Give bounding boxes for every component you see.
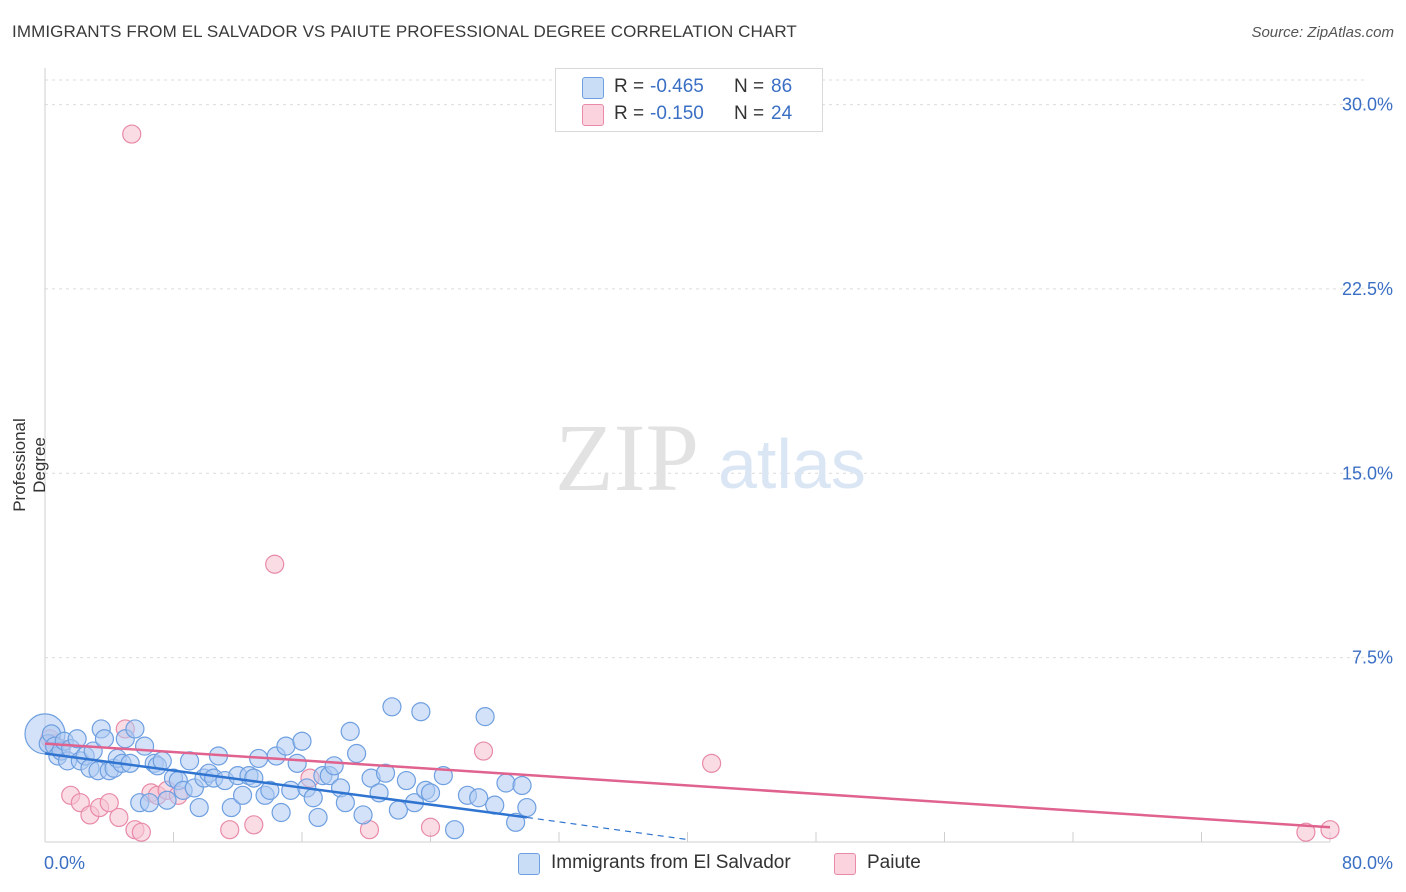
el-salvador-point <box>433 766 453 786</box>
paiute-point <box>473 741 494 761</box>
el-salvador-point <box>271 802 291 823</box>
legend-r-label: R = <box>614 103 645 124</box>
y-axis-label: Professional Degree <box>10 418 49 512</box>
legend-row-paiute: R = -0.150 N = 24 <box>556 102 822 128</box>
el-salvador-point <box>517 797 537 818</box>
el-salvador-point <box>420 783 441 803</box>
y-tick-label: 7.5% <box>1352 648 1393 668</box>
y-tick-label: 22.5% <box>1342 279 1393 299</box>
trend-lines <box>44 742 1331 841</box>
legend-r-label: R = <box>614 76 645 97</box>
paiute-point <box>131 822 151 842</box>
el-salvador-point <box>287 753 307 773</box>
el-salvador-point <box>67 729 87 749</box>
bottom-legend-swatch-pink <box>834 853 856 875</box>
paiute-point <box>1296 822 1316 842</box>
el-salvador-point <box>303 788 323 808</box>
el-salvador-points <box>24 697 537 840</box>
chart-title: IMMIGRANTS FROM EL SALVADOR VS PAIUTE PR… <box>12 22 797 41</box>
watermark-zip: ZIP <box>555 404 699 511</box>
el-salvador-point <box>292 731 312 751</box>
el-salvador-point <box>260 780 280 800</box>
el-salvador-point <box>396 770 417 791</box>
el-salvador-point <box>232 785 253 805</box>
x-tick-label: 0.0% <box>44 853 85 873</box>
paiute-point <box>1320 820 1340 840</box>
el-salvador-point <box>512 775 532 796</box>
el-salvador-point <box>375 763 396 783</box>
bottom-legend-label: Immigrants from El Salvador <box>551 852 791 873</box>
tick-labels: 7.5% 15.0% 22.5% 30.0% 0.0% 80.0% <box>44 95 1393 873</box>
el-salvador-point <box>308 807 328 828</box>
x-tick-label: 80.0% <box>1342 853 1393 873</box>
source-credit: Source: ZipAtlas.com <box>1251 24 1394 41</box>
el-salvador-point <box>353 805 373 825</box>
el-salvador-point <box>444 820 465 840</box>
el-salvador-point <box>125 719 145 739</box>
grid <box>45 79 1365 659</box>
el-salvador-point <box>382 697 402 717</box>
axes <box>44 68 1331 843</box>
el-salvador-point <box>411 702 431 722</box>
paiute-trend-line <box>44 742 1331 829</box>
el-salvador-point <box>340 721 360 741</box>
el-salvador-point <box>157 790 177 810</box>
paiute-point <box>220 820 240 840</box>
bottom-legend-label: Paiute <box>867 852 921 873</box>
legend-swatch-blue <box>582 77 604 99</box>
legend-n-value: 86 <box>771 76 793 97</box>
el-salvador-point <box>94 729 115 749</box>
paiute-point <box>244 815 264 835</box>
el-salvador-point <box>221 797 241 818</box>
el-salvador-point <box>244 768 264 788</box>
legend-r-value: -0.150 <box>650 103 704 124</box>
watermark-atlas: atlas <box>718 425 866 503</box>
stats-legend: R = -0.465 N = 86 R = -0.150 N = 24 <box>555 68 823 132</box>
el-salvador-point <box>134 736 155 756</box>
y-tick-label: 15.0% <box>1342 463 1393 483</box>
paiute-point <box>265 554 285 574</box>
legend-n-value: 24 <box>771 103 793 124</box>
legend-n-label: N = <box>734 103 765 124</box>
el-salvador-trend-extension <box>526 816 688 841</box>
paiute-point <box>420 817 441 837</box>
bottom-legend-swatch-blue <box>518 853 540 875</box>
el-salvador-point <box>324 756 344 776</box>
legend-n-label: N = <box>734 76 765 97</box>
watermark: ZIP atlas <box>555 404 866 511</box>
el-salvador-trend-line <box>44 752 528 819</box>
y-tick-label: 30.0% <box>1342 95 1393 115</box>
el-salvador-point <box>475 707 495 727</box>
legend-swatch-pink <box>582 104 604 126</box>
el-salvador-point <box>506 812 526 832</box>
paiute-point <box>701 753 722 773</box>
el-salvador-point <box>276 736 296 756</box>
el-salvador-point <box>388 800 408 820</box>
el-salvador-point <box>347 743 367 764</box>
el-salvador-point <box>335 793 355 813</box>
paiute-point <box>99 793 119 813</box>
paiute-point <box>109 807 129 828</box>
el-salvador-point <box>139 793 160 813</box>
el-salvador-point <box>469 788 489 808</box>
paiute-point <box>122 124 142 144</box>
legend-row-el-salvador: R = -0.465 N = 86 <box>556 75 822 101</box>
legend-r-value: -0.465 <box>650 76 704 97</box>
el-salvador-point <box>496 773 516 793</box>
el-salvador-point <box>189 797 209 818</box>
